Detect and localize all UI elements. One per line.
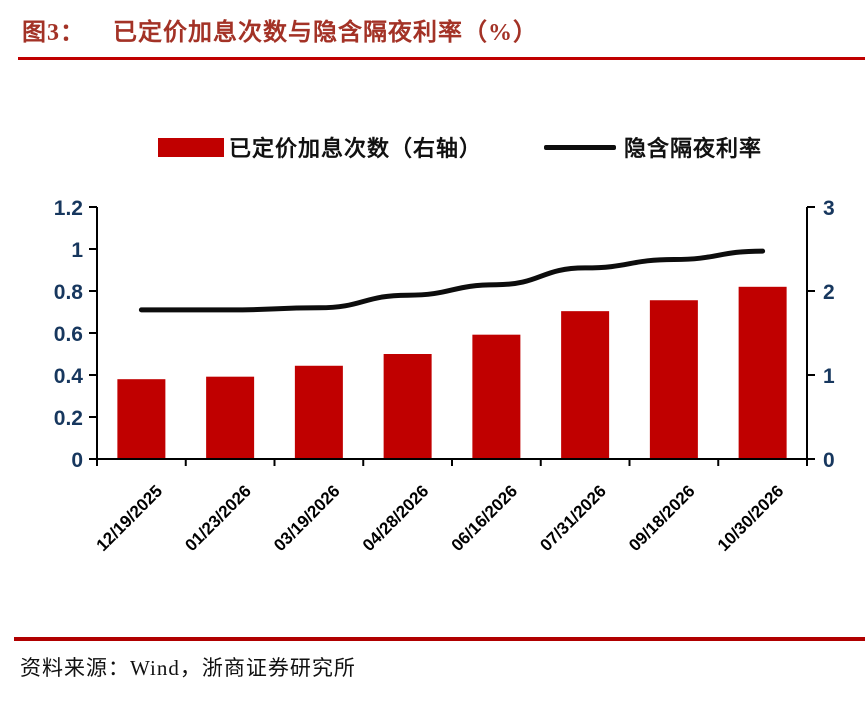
x-axis-date-label: 09/18/2026 bbox=[625, 481, 699, 555]
figure-number: 图3： bbox=[22, 20, 85, 46]
bar bbox=[294, 365, 343, 459]
right-axis-tick-label: 0 bbox=[823, 449, 835, 472]
x-axis-date-label: 06/16/2026 bbox=[448, 481, 522, 555]
source-note: 资料来源：Wind，浙商证券研究所 bbox=[20, 656, 356, 680]
left-axis-tick-label: 0 bbox=[71, 449, 83, 472]
chart-canvas: 0 0.2 0.4 0.6 0.8 1 1.2 0 1 2 3 12/19/2025 01/23/202… bbox=[54, 197, 835, 555]
bar bbox=[383, 354, 432, 459]
line-series-swatch bbox=[544, 144, 616, 150]
x-axis-date-label: 04/28/2026 bbox=[359, 481, 433, 555]
figure-title: 已定价加息次数与隐含隔夜利率（%） bbox=[113, 20, 538, 46]
right-axis-tick-label: 1 bbox=[823, 365, 835, 388]
legend-item-line-series: 隐含隔夜利率 bbox=[544, 134, 763, 161]
left-axis-tick-label: 0.4 bbox=[54, 365, 84, 388]
bar bbox=[738, 286, 787, 459]
left-axis-tick-label: 0.6 bbox=[54, 323, 83, 346]
legend-item-bar-series: 已定价加息次数（右轴） bbox=[158, 134, 483, 161]
title-divider bbox=[18, 57, 865, 60]
bar bbox=[472, 334, 521, 459]
right-axis-tick-label: 3 bbox=[823, 197, 835, 220]
bar bbox=[649, 300, 698, 459]
x-axis-date-label: 01/23/2026 bbox=[181, 481, 255, 555]
bar bbox=[117, 379, 166, 459]
left-axis-tick-label: 0.2 bbox=[54, 407, 83, 430]
footer-divider bbox=[14, 637, 865, 641]
bar bbox=[206, 376, 255, 459]
right-axis-tick-label: 2 bbox=[823, 281, 835, 304]
legend-label-line-series: 隐含隔夜利率 bbox=[624, 136, 763, 161]
x-axis-date-label: 07/31/2026 bbox=[536, 481, 610, 555]
legend-label-bar-series: 已定价加息次数（右轴） bbox=[229, 136, 483, 161]
left-axis-tick-label: 0.8 bbox=[54, 281, 84, 304]
x-axis-date-label: 10/30/2026 bbox=[714, 481, 788, 555]
left-axis-tick-label: 1 bbox=[71, 239, 83, 262]
left-axis-tick-label: 1.2 bbox=[54, 197, 83, 220]
line-series bbox=[138, 248, 766, 313]
bar-series-swatch bbox=[158, 137, 224, 157]
bar bbox=[561, 311, 610, 459]
x-axis-date-label: 12/19/2025 bbox=[93, 481, 167, 555]
figure-header: 图3： 已定价加息次数与隐含隔夜利率（%） bbox=[22, 12, 538, 47]
x-axis-date-label: 03/19/2026 bbox=[270, 481, 344, 555]
